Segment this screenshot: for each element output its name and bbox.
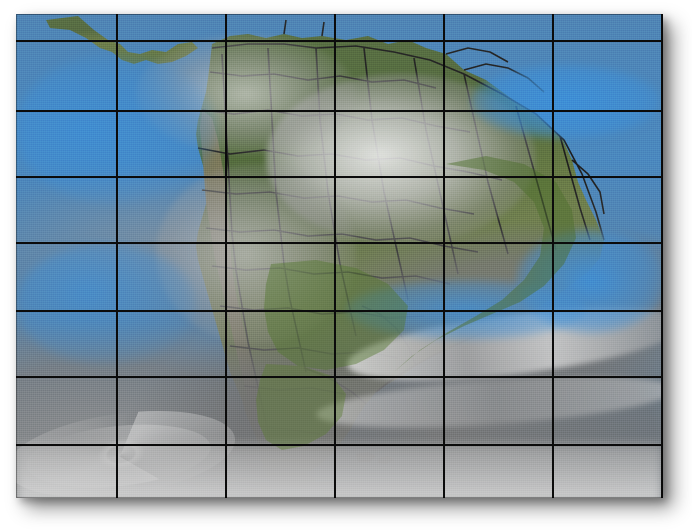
satellite-image: [16, 14, 663, 498]
landmass-highlight-layer: [16, 14, 663, 498]
southern-ocean-cloud-deck: [16, 444, 663, 498]
raster-dither-texture: [16, 14, 663, 498]
clear-pacific-patch-2: [16, 244, 196, 364]
image-edge-outline: [16, 14, 663, 498]
clear-atlantic-patch: [471, 64, 661, 139]
